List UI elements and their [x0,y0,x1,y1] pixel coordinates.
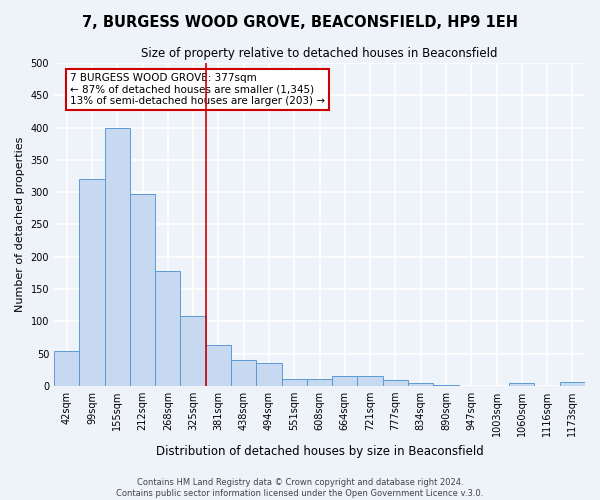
Bar [104,128,130,386]
Bar [206,345,231,386]
Bar [256,362,281,386]
Bar [383,380,408,386]
Text: 7 BURGESS WOOD GROVE: 377sqm
← 87% of detached houses are smaller (1,345)
13% of: 7 BURGESS WOOD GROVE: 377sqm ← 87% of de… [70,72,325,106]
Y-axis label: Number of detached properties: Number of detached properties [15,137,25,312]
Bar [155,271,181,386]
Text: Contains HM Land Registry data © Crown copyright and database right 2024.
Contai: Contains HM Land Registry data © Crown c… [116,478,484,498]
Bar [130,194,155,386]
Bar [281,380,307,386]
Bar [560,382,585,386]
Bar [509,382,535,386]
Bar [408,382,433,386]
Bar [358,376,383,386]
Text: 7, BURGESS WOOD GROVE, BEACONSFIELD, HP9 1EH: 7, BURGESS WOOD GROVE, BEACONSFIELD, HP9… [82,15,518,30]
X-axis label: Distribution of detached houses by size in Beaconsfield: Distribution of detached houses by size … [155,444,484,458]
Title: Size of property relative to detached houses in Beaconsfield: Size of property relative to detached ho… [141,48,498,60]
Bar [181,316,206,386]
Bar [79,180,104,386]
Bar [54,351,79,386]
Bar [332,376,358,386]
Bar [433,384,458,386]
Bar [307,380,332,386]
Bar [231,360,256,386]
